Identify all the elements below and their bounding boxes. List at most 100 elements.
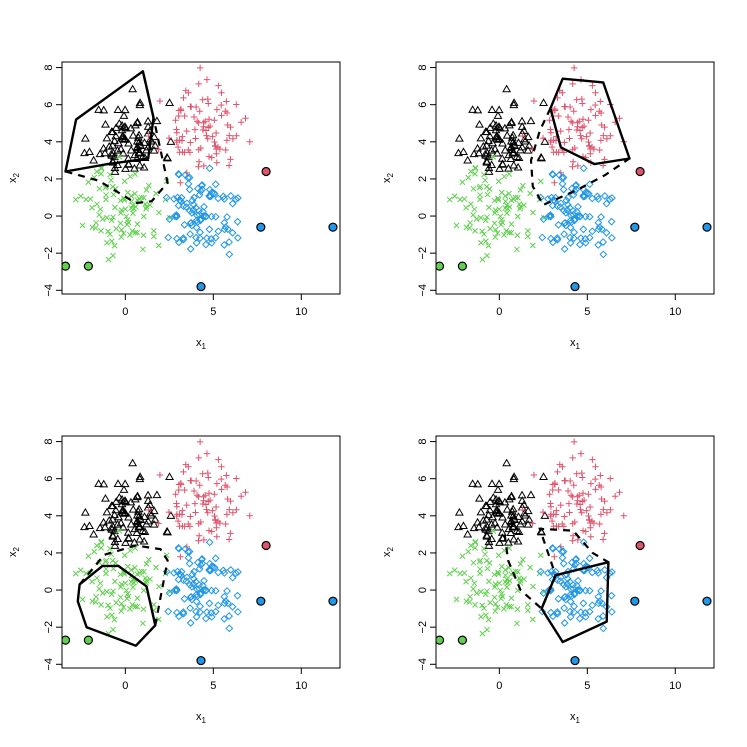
point-green xyxy=(128,193,135,199)
point-red xyxy=(586,129,594,137)
point-red xyxy=(227,156,234,163)
point-green xyxy=(112,578,118,585)
point-black xyxy=(478,515,488,524)
point-green xyxy=(117,220,124,227)
x-axis-label: x1 xyxy=(196,337,207,351)
point-black xyxy=(121,123,131,132)
point-red xyxy=(183,127,190,135)
point-blue xyxy=(196,234,204,243)
point-green xyxy=(470,559,477,566)
point-blue xyxy=(225,624,234,633)
point-black xyxy=(508,148,518,157)
point-red xyxy=(567,118,575,125)
point-blue xyxy=(205,164,214,173)
point-blue xyxy=(597,587,605,595)
point-red xyxy=(226,506,233,513)
point-black xyxy=(480,149,490,158)
point-blue xyxy=(174,544,183,552)
point-red xyxy=(213,480,221,487)
point-red xyxy=(607,506,614,513)
point-green xyxy=(132,171,138,178)
point-blue xyxy=(219,566,228,575)
point-green xyxy=(477,192,483,198)
point-green xyxy=(143,561,150,567)
point-blue xyxy=(607,607,616,616)
point-blue xyxy=(200,202,208,211)
point-green xyxy=(497,213,504,220)
point-green xyxy=(124,216,131,223)
point-black xyxy=(478,141,488,150)
point-red xyxy=(187,477,194,484)
point-red xyxy=(213,524,220,531)
point-green xyxy=(516,201,523,208)
point-red xyxy=(579,100,586,107)
point-blue xyxy=(200,576,208,585)
point-red xyxy=(206,496,214,504)
y-tick-label: −4 xyxy=(43,658,55,671)
point-red xyxy=(187,513,194,520)
point-black xyxy=(509,534,519,543)
point-green xyxy=(484,588,490,595)
point-black xyxy=(488,119,498,127)
point-green xyxy=(140,606,147,613)
point-blue xyxy=(210,563,219,572)
point-blue xyxy=(231,569,240,578)
point-blue xyxy=(594,615,603,623)
point-red xyxy=(566,477,574,485)
point-red xyxy=(611,492,619,500)
point-green xyxy=(131,564,138,571)
point-blue xyxy=(575,586,584,595)
point-black xyxy=(121,538,131,546)
point-blue xyxy=(585,233,594,242)
point-green xyxy=(513,620,520,627)
point-blue xyxy=(206,192,215,201)
x-tick-label: 0 xyxy=(122,306,128,318)
point-green xyxy=(514,568,521,575)
point-black xyxy=(484,510,493,519)
point-blue xyxy=(190,567,199,576)
point-green xyxy=(105,228,112,235)
point-green xyxy=(123,587,130,594)
point-red xyxy=(213,159,221,166)
point-red xyxy=(223,472,230,479)
point-red xyxy=(233,475,240,482)
point-blue xyxy=(608,568,616,576)
point-black xyxy=(100,493,110,502)
point-red xyxy=(190,113,198,121)
point-red xyxy=(191,126,199,133)
point-blue xyxy=(165,215,174,224)
point-blue xyxy=(180,220,189,229)
point-green xyxy=(479,228,486,235)
point-blue xyxy=(570,234,578,243)
point-green xyxy=(109,183,116,190)
point-blue xyxy=(585,586,594,595)
point-red xyxy=(165,134,173,142)
point-red xyxy=(211,491,218,498)
point-red xyxy=(195,163,202,170)
point-green xyxy=(476,558,483,565)
point-red xyxy=(192,477,200,485)
point-green xyxy=(482,177,489,184)
point-green xyxy=(140,232,147,239)
point-blue xyxy=(558,173,566,182)
point-red xyxy=(585,491,592,498)
point-red xyxy=(570,482,577,489)
point-red xyxy=(225,536,233,543)
point-green xyxy=(134,571,141,578)
y-tick-label: 4 xyxy=(43,513,55,519)
point-green xyxy=(537,552,544,559)
point-blue xyxy=(223,225,232,234)
point-green xyxy=(501,232,507,238)
point-blue xyxy=(185,559,194,568)
point-green xyxy=(104,239,110,246)
point-blue xyxy=(567,558,576,567)
point-red xyxy=(546,117,553,124)
point-black xyxy=(509,472,519,480)
point-green xyxy=(110,588,116,595)
point-black xyxy=(106,149,116,158)
point-green xyxy=(471,206,478,213)
point-red xyxy=(218,475,225,483)
point-green xyxy=(127,547,134,554)
point-black xyxy=(135,160,145,169)
point-blue xyxy=(206,566,215,575)
